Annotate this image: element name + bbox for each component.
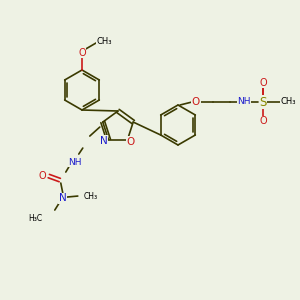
Text: O: O xyxy=(78,48,86,58)
Text: N: N xyxy=(59,193,67,203)
Text: O: O xyxy=(192,97,200,107)
Text: CH₃: CH₃ xyxy=(84,192,98,201)
Text: CH₃: CH₃ xyxy=(280,98,296,106)
Text: S: S xyxy=(259,95,267,109)
Text: O: O xyxy=(39,171,46,181)
Text: NH: NH xyxy=(68,158,82,166)
Text: CH₃: CH₃ xyxy=(96,37,112,46)
Text: N: N xyxy=(100,136,107,146)
Text: O: O xyxy=(259,116,267,126)
Text: O: O xyxy=(126,137,134,147)
Text: O: O xyxy=(259,78,267,88)
Text: NH: NH xyxy=(237,98,251,106)
Text: H₃C: H₃C xyxy=(29,214,43,223)
